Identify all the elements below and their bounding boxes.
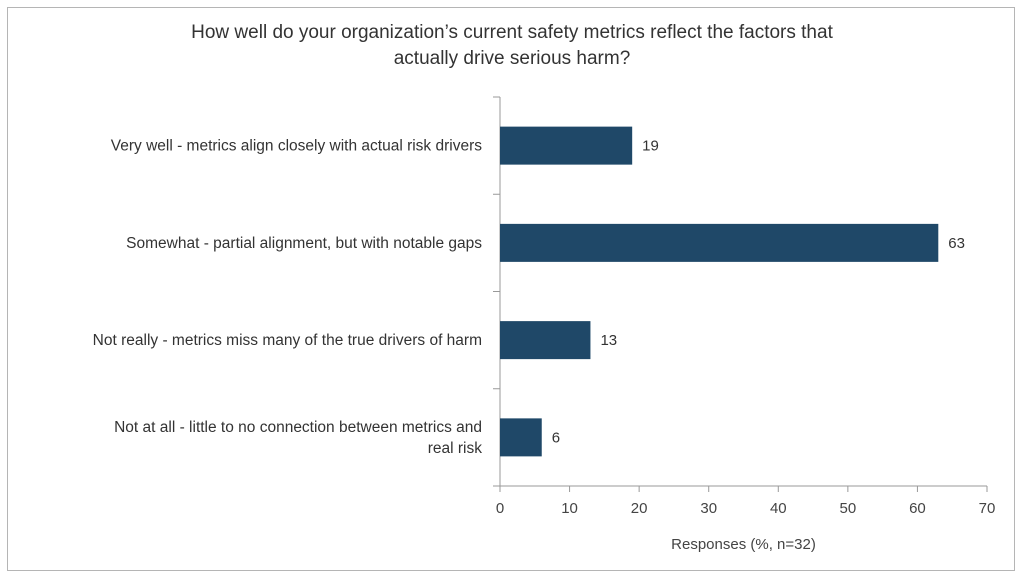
title-line-1: How well do your organization’s current … bbox=[191, 22, 833, 43]
x-tick-label: 30 bbox=[700, 500, 717, 517]
data-label: 19 bbox=[642, 138, 659, 155]
category-label: real risk bbox=[428, 440, 483, 457]
data-label: 6 bbox=[552, 429, 560, 446]
data-label: 13 bbox=[600, 332, 617, 349]
bar bbox=[500, 126, 633, 165]
bar bbox=[500, 321, 591, 360]
x-tick-label: 0 bbox=[496, 500, 504, 517]
bar bbox=[500, 418, 542, 457]
category-label: Somewhat - partial alignment, but with n… bbox=[126, 235, 482, 252]
x-tick-label: 10 bbox=[561, 500, 578, 517]
title-line-2: actually drive serious harm? bbox=[393, 48, 631, 69]
data-label: 63 bbox=[948, 235, 965, 252]
x-tick-label: 40 bbox=[770, 500, 787, 517]
x-axis-label: Responses (%, n=32) bbox=[671, 536, 816, 553]
bar bbox=[500, 223, 939, 262]
x-tick-label: 60 bbox=[909, 500, 926, 517]
chart-title: How well do your organization’s current … bbox=[0, 20, 1024, 72]
x-tick-label: 50 bbox=[840, 500, 857, 517]
category-label: Not at all - little to no connection bet… bbox=[114, 419, 482, 436]
x-tick-label: 70 bbox=[979, 500, 996, 517]
category-label: Very well - metrics align closely with a… bbox=[111, 138, 482, 155]
category-label: Not really - metrics miss many of the tr… bbox=[93, 332, 482, 349]
chart-frame bbox=[7, 7, 1015, 571]
x-tick-label: 20 bbox=[631, 500, 648, 517]
